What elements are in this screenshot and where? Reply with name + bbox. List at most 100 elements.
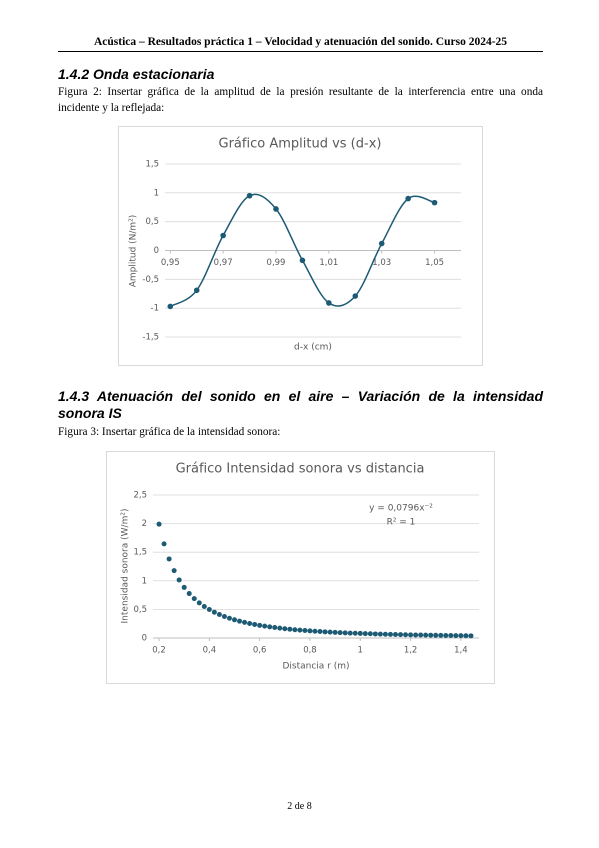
x-tick-label: 1,4 [454, 646, 468, 656]
data-point [232, 617, 237, 623]
chart: Gráfico Amplitud vs (d-x) -1,5 -1 -0,5 0 0,5 1… [129, 137, 461, 353]
data-point [431, 199, 438, 206]
data-point [196, 600, 202, 606]
y-axis-label: Intensidad sonora (W/m²) [121, 509, 131, 624]
data-point [237, 618, 243, 624]
data-point [216, 611, 222, 617]
data-point [377, 631, 383, 637]
data-point [413, 632, 419, 638]
y-tick-label: 0,5 [145, 217, 159, 227]
data-point [433, 632, 439, 638]
data-point [246, 192, 253, 199]
data-point [317, 629, 323, 635]
data-point [252, 621, 258, 627]
x-tick-label: 0,99 [267, 258, 286, 268]
x-axis-label: Distancia r (m) [282, 662, 349, 672]
data-point [302, 628, 308, 634]
data-point [211, 609, 217, 615]
header-rule [58, 51, 543, 52]
data-point [262, 623, 268, 629]
data-point [387, 631, 393, 637]
data-point [272, 625, 278, 631]
data-point [372, 631, 378, 637]
page-number: 2 de 8 [287, 801, 312, 812]
y-tick-label: 0 [142, 634, 147, 644]
data-point [292, 627, 298, 633]
data-point [398, 632, 404, 638]
data-point [352, 630, 358, 636]
data-point [382, 631, 388, 637]
data-point [171, 568, 177, 574]
data-point [181, 584, 187, 590]
data-point [448, 633, 454, 639]
data-point [297, 627, 303, 633]
x-tick-label: 1,2 [404, 646, 418, 656]
data-point [161, 541, 167, 547]
data-point [221, 613, 227, 619]
annotation: R² = 1 [387, 518, 416, 528]
data-point [458, 633, 464, 639]
data-point [405, 195, 411, 202]
x-tick-label: 1,03 [372, 258, 391, 268]
data-point [206, 607, 212, 613]
x-tick-label: 1,05 [425, 258, 444, 268]
data-point [247, 620, 253, 626]
data-point [443, 632, 449, 638]
y-tick-label: -1 [151, 304, 159, 314]
x-tick-label: 0,2 [152, 646, 166, 656]
x-tick-label: 1 [358, 646, 363, 656]
data-point [257, 622, 263, 628]
y-tick-label: 0,5 [133, 605, 147, 615]
x-axis-label: d-x (cm) [294, 343, 332, 353]
annotation: y = 0,0796x⁻² [369, 504, 433, 514]
y-tick-label: -1,5 [142, 333, 159, 343]
data-point [438, 632, 444, 638]
data-point [312, 628, 318, 634]
data-point [347, 630, 353, 636]
chart-title: Gráfico Intensidad sonora vs distancia [176, 462, 425, 477]
data-point [267, 624, 273, 630]
data-point [166, 556, 172, 562]
figure-caption: Figura 3: Insertar gráfica de la intensi… [58, 426, 281, 438]
data-point [378, 240, 385, 247]
data-point [242, 619, 248, 625]
y-tick-label: 1 [142, 576, 147, 586]
data-point [156, 521, 162, 527]
data-point [468, 633, 474, 639]
data-point [337, 630, 343, 636]
x-tick-label: 1,01 [319, 258, 338, 268]
data-point [322, 629, 328, 635]
y-tick-label: 1,5 [145, 160, 159, 170]
data-point [418, 632, 424, 638]
y-tick-label: 2,5 [133, 491, 147, 501]
data-point [287, 626, 293, 632]
section-heading: 1.4.2 Onda estacionaria [58, 66, 215, 82]
data-point [176, 577, 182, 583]
y-tick-label: 1 [154, 188, 159, 198]
y-tick-label: 0 [154, 246, 159, 256]
section-heading: 1.4.3 Atenuación del sonido en el aire –… [58, 388, 543, 421]
y-tick-label: 1,5 [133, 548, 147, 558]
x-tick-label: 0,4 [203, 646, 217, 656]
data-point [327, 629, 333, 635]
data-point [191, 596, 197, 602]
x-tick-label: 0,95 [161, 258, 180, 268]
chart: Gráfico Intensidad sonora vs distancia00… [121, 462, 479, 672]
data-point [167, 303, 174, 310]
data-point [392, 632, 398, 638]
data-point [428, 632, 434, 638]
data-point [220, 232, 226, 239]
data-point [357, 630, 363, 636]
data-point [282, 626, 288, 632]
data-point [352, 293, 359, 299]
y-axis-label: Amplitud (N/m²) [129, 215, 139, 288]
figure-caption: Figura 2: Insertar gráfica de la amplitu… [58, 86, 543, 114]
data-point [193, 287, 200, 294]
chart-title: Gráfico Amplitud vs (d-x) [219, 137, 382, 152]
x-tick-label: 0,8 [303, 646, 317, 656]
data-point [408, 632, 414, 638]
data-point [307, 628, 313, 634]
page-header: Acústica – Resultados práctica 1 – Veloc… [93, 36, 508, 48]
chart-frame: Gráfico Intensidad sonora vs distancia 0 0… [106, 451, 495, 684]
